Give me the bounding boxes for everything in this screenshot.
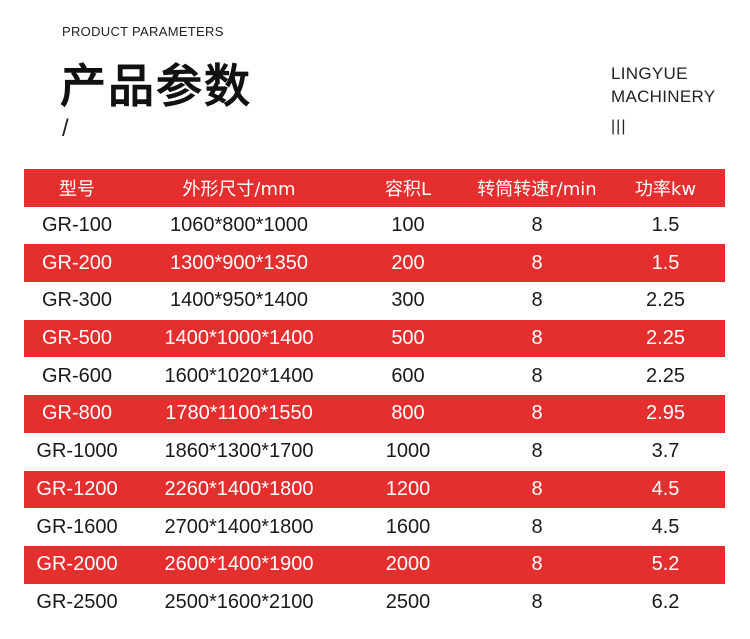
- table-row: GR-500 1400*1000*1400 500 8 2.25: [24, 319, 725, 358]
- cell-model: GR-100: [41, 214, 113, 237]
- cell-dimensions: 1300*900*1350: [170, 251, 308, 274]
- cell-power: 1.5: [651, 251, 680, 274]
- cell-volume: 800: [391, 402, 425, 425]
- subtitle-english: PRODUCT PARAMETERS: [62, 24, 224, 39]
- brand-name: LINGYUE MACHINERY: [611, 62, 715, 108]
- cell-model: GR-300: [41, 289, 113, 312]
- brand-bars: |||: [611, 118, 627, 135]
- table-header-row: 型号 外形尺寸/mm 容积L 转筒转速r/min 功率kw: [24, 169, 725, 207]
- table-row: GR-800 1780*1100*1550 800 8 2.95: [24, 395, 725, 433]
- cell-power: 6.2: [651, 590, 680, 613]
- cell-model: GR-1600: [36, 515, 118, 538]
- cell-speed: 8: [531, 590, 543, 613]
- cell-speed: 8: [531, 364, 543, 387]
- table-body: GR-100 1060*800*1000 100 8 1.5 GR-200 1300*900…: [24, 206, 725, 622]
- cell-volume: 500: [391, 327, 425, 350]
- cell-power: 2.25: [646, 327, 685, 350]
- cell-speed: 8: [531, 327, 543, 350]
- cell-dimensions: 2500*1600*2100: [164, 590, 314, 613]
- table-row: GR-200 1300*900*1350 200 8 1.5: [24, 244, 725, 283]
- cell-power: 5.2: [651, 553, 680, 576]
- header-dimensions: 外形尺寸/mm: [182, 178, 296, 200]
- cell-volume: 100: [391, 214, 425, 237]
- cell-power: 3.7: [651, 440, 680, 463]
- table-row: GR-1000 1860*1300*1700 1000 8 3.7: [24, 432, 725, 471]
- cell-model: GR-2000: [36, 553, 118, 576]
- table-row: GR-2000 2600*1400*1900 2000 8 5.2: [24, 545, 725, 584]
- cell-power: 4.5: [651, 477, 680, 500]
- cell-dimensions: 1060*800*1000: [170, 214, 308, 237]
- cell-volume: 300: [391, 289, 425, 312]
- cell-dimensions: 1400*950*1400: [170, 289, 308, 312]
- cell-model: GR-500: [41, 327, 113, 350]
- cell-dimensions: 2260*1400*1800: [164, 477, 314, 500]
- cell-power: 4.5: [651, 515, 680, 538]
- cell-speed: 8: [531, 440, 543, 463]
- table-row: GR-600 1600*1020*1400 600 8 2.25: [24, 357, 725, 396]
- cell-volume: 1600: [385, 515, 431, 538]
- cell-volume: 2500: [385, 590, 431, 613]
- brand-line-1: LINGYUE: [611, 64, 688, 83]
- cell-dimensions: 1780*1100*1550: [165, 402, 313, 425]
- cell-power: 2.95: [646, 402, 685, 425]
- title-slash: /: [62, 115, 69, 142]
- table-row: GR-300 1400*950*1400 300 8 2.25: [24, 282, 725, 320]
- cell-model: GR-1000: [36, 440, 118, 463]
- cell-volume: 1000: [385, 440, 431, 463]
- cell-model: GR-800: [41, 402, 113, 425]
- cell-model: GR-200: [41, 251, 113, 274]
- page-title: 产品参数: [60, 59, 252, 113]
- table-row: GR-100 1060*800*1000 100 8 1.5: [24, 206, 725, 245]
- cell-dimensions: 1860*1300*1700: [164, 440, 314, 463]
- cell-speed: 8: [531, 553, 543, 576]
- cell-dimensions: 1400*1000*1400: [164, 327, 314, 350]
- cell-dimensions: 2700*1400*1800: [164, 515, 314, 538]
- cell-volume: 600: [391, 364, 425, 387]
- header-model: 型号: [59, 178, 95, 200]
- cell-power: 1.5: [651, 214, 680, 237]
- cell-dimensions: 2600*1400*1900: [164, 553, 314, 576]
- cell-volume: 200: [391, 251, 425, 274]
- cell-speed: 8: [531, 214, 543, 237]
- cell-dimensions: 1600*1020*1400: [164, 364, 314, 387]
- cell-speed: 8: [531, 515, 543, 538]
- cell-model: GR-1200: [36, 477, 118, 500]
- brand-line-2: MACHINERY: [611, 87, 716, 106]
- table-row: GR-2500 2500*1600*2100 2500 8 6.2: [24, 583, 725, 622]
- cell-model: GR-600: [41, 364, 113, 387]
- header-speed: 转筒转速r/min: [477, 178, 597, 200]
- cell-volume: 2000: [385, 553, 431, 576]
- parameters-table: 型号 外形尺寸/mm 容积L 转筒转速r/min 功率kw GR-100 1060…: [24, 169, 725, 622]
- header-volume: 容积L: [384, 178, 432, 200]
- cell-power: 2.25: [646, 364, 685, 387]
- cell-speed: 8: [531, 477, 543, 500]
- cell-power: 2.25: [646, 289, 685, 312]
- cell-speed: 8: [531, 251, 543, 274]
- header-power: 功率kw: [634, 178, 697, 200]
- cell-speed: 8: [531, 402, 543, 425]
- cell-volume: 1200: [385, 477, 431, 500]
- table-row: GR-1600 2700*1400*1800 1600 8 4.5: [24, 508, 725, 546]
- table-row: GR-1200 2260*1400*1800 1200 8 4.5: [24, 470, 725, 509]
- cell-model: GR-2500: [36, 590, 118, 613]
- cell-speed: 8: [531, 289, 543, 312]
